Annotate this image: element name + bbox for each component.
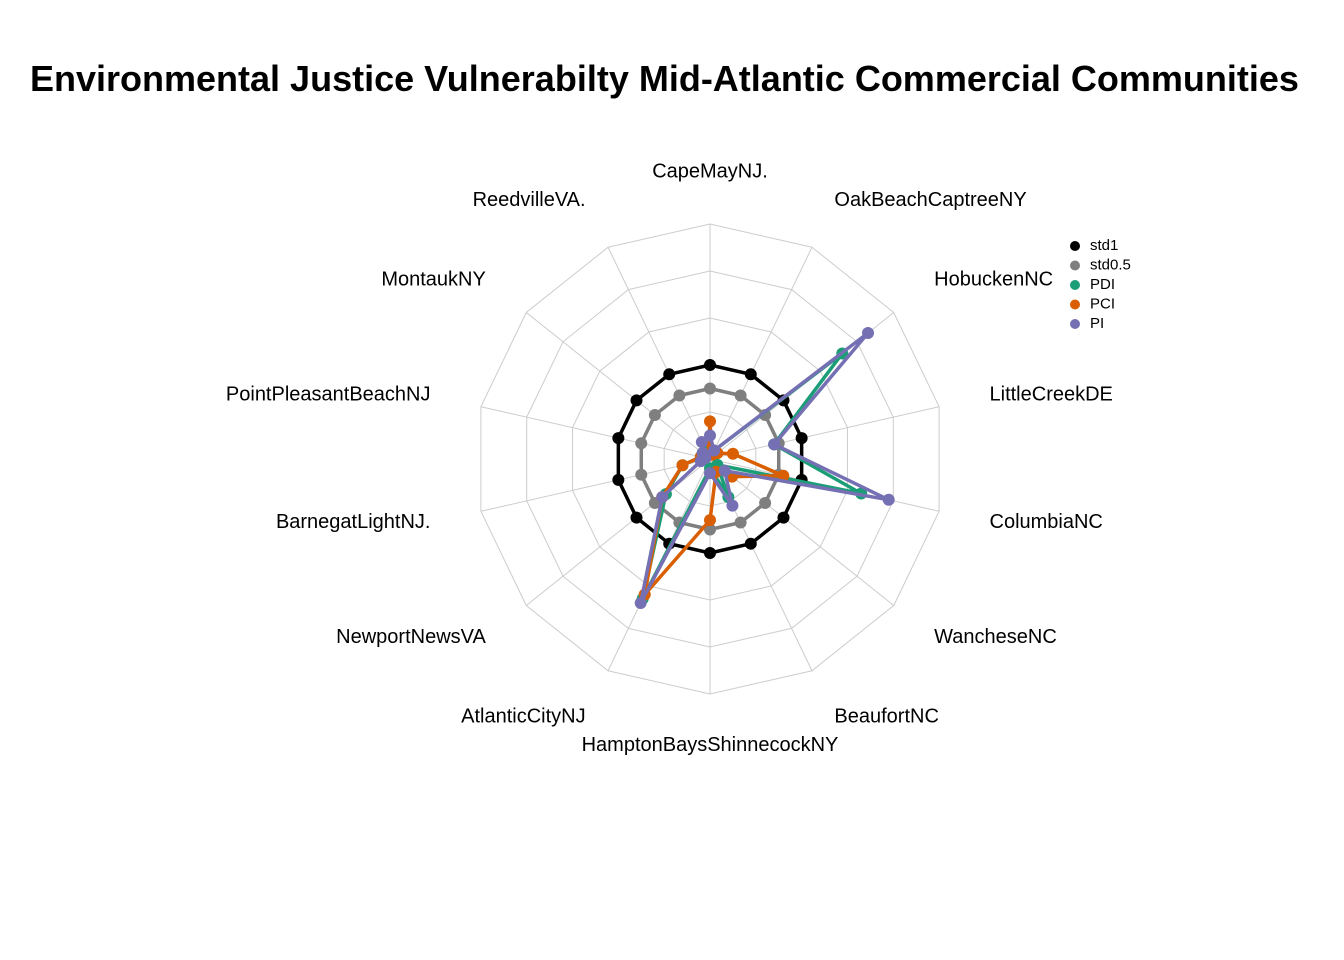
axis-label: ReedvilleVA. (473, 189, 586, 211)
series-point (862, 326, 875, 339)
series-point (768, 438, 781, 451)
series-point (676, 459, 689, 472)
grid-spoke (709, 458, 895, 606)
series-point (795, 432, 808, 445)
axis-label: AtlanticCityNJ (461, 706, 585, 728)
series-point (704, 514, 716, 527)
axis-label: OakBeachCaptreeNY (834, 189, 1026, 211)
grid-spoke (709, 247, 813, 460)
series-point (630, 394, 643, 407)
series-point (612, 432, 625, 445)
series-point (744, 368, 757, 381)
series-point (744, 537, 757, 550)
legend-label: std1 (1090, 237, 1118, 254)
series-point (726, 499, 739, 512)
series-layer (612, 326, 895, 609)
series-point (759, 496, 772, 509)
axis-label: HobuckenNC (934, 269, 1053, 291)
series-point (704, 547, 716, 559)
series-point (708, 444, 721, 457)
legend-key (1070, 299, 1080, 310)
axis-labels: CapeMayNJ. OakBeachCaptreeNY HobuckenNC Lit… (226, 161, 1113, 756)
legend-key (1070, 260, 1080, 271)
series-point (718, 464, 731, 477)
series-point (704, 467, 716, 480)
series-point (656, 491, 669, 504)
legend-label: std0.5 (1090, 256, 1131, 273)
series-point (734, 516, 747, 529)
series-point (777, 511, 790, 524)
series-point (612, 473, 625, 486)
legend-key (1070, 319, 1080, 329)
series-point (704, 359, 716, 371)
grid-spoke (607, 247, 711, 460)
series-point (648, 409, 661, 422)
series-point (726, 447, 739, 460)
series-point (704, 429, 716, 442)
series-point (673, 389, 686, 402)
axis-label: ColumbiaNC (990, 511, 1103, 533)
grid-spoke (480, 458, 711, 512)
legend-label: PDI (1090, 276, 1115, 293)
chart-title: Environmental Justice Vulnerabilty Mid-A… (30, 58, 1299, 99)
legend: std1 std0.5 PDI PCI PI (1070, 237, 1131, 332)
series-point (663, 368, 676, 381)
axis-label: BarnegatLightNJ. (276, 511, 431, 533)
axis-label: NewportNewsVA (336, 626, 486, 648)
series-point (695, 436, 708, 449)
series-point (635, 468, 648, 481)
series-point (696, 447, 709, 460)
series-point (635, 437, 648, 450)
grid-spoke (480, 406, 711, 460)
axis-label: PointPleasantBeachNJ (226, 383, 431, 405)
grid-spoke (709, 406, 940, 460)
series-point (634, 596, 647, 609)
series-point (704, 523, 716, 536)
legend-label: PCI (1090, 295, 1115, 312)
series-point (704, 415, 716, 428)
legend-label: PI (1090, 315, 1104, 332)
grid-spoke (525, 312, 711, 460)
series-point (882, 493, 895, 506)
legend-key (1070, 280, 1080, 290)
axis-label: WancheseNC (934, 626, 1057, 648)
axis-label: LittleCreekDE (990, 383, 1113, 405)
series-point (630, 511, 643, 524)
legend-key (1070, 241, 1080, 251)
series-point (777, 469, 790, 482)
series-point (704, 382, 716, 395)
axis-label: MontaukNY (381, 269, 486, 291)
axis-label: BeaufortNC (834, 706, 939, 728)
axis-label: CapeMayNJ. (652, 161, 768, 183)
series-point (734, 389, 747, 402)
axis-label: HamptonBaysShinnecockNY (582, 734, 839, 756)
